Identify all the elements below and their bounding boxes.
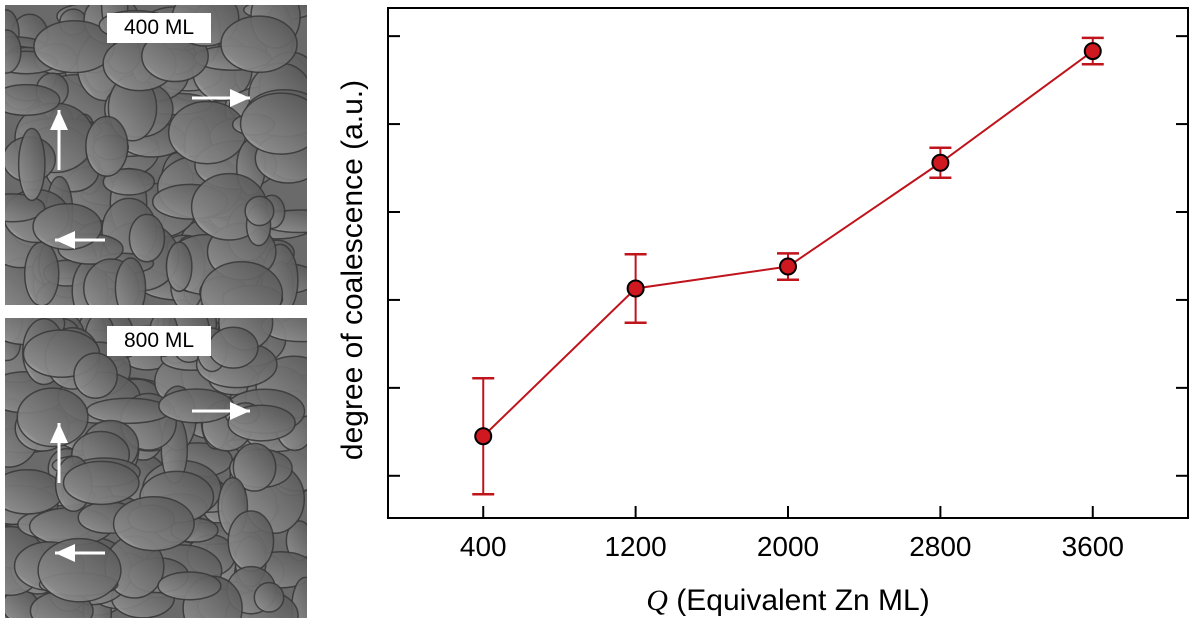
- arrow-head: [230, 402, 250, 420]
- grain: [112, 496, 195, 552]
- grain: [85, 115, 129, 177]
- grain: [253, 581, 285, 613]
- grain: [199, 260, 284, 305]
- grain: [128, 213, 166, 263]
- x-axis-label: Q (Equivalent Zn ML): [646, 584, 929, 617]
- x-tick-label: 400: [460, 531, 507, 562]
- data-point: [931, 153, 950, 172]
- micrograph-label: 400 ML: [107, 13, 211, 43]
- grain: [157, 571, 222, 601]
- grain: [5, 29, 22, 74]
- micrograph-400ml: 400 ML: [5, 5, 307, 305]
- grain: [5, 83, 61, 117]
- x-tick-label: 2000: [757, 531, 819, 562]
- x-axis-label-text: (Equivalent Zn ML): [676, 584, 929, 617]
- grain: [73, 352, 119, 400]
- grain: [239, 92, 307, 155]
- grain: [102, 167, 156, 196]
- micrograph-texture: [5, 318, 307, 618]
- arrow-head: [50, 423, 68, 443]
- arrow-head: [55, 544, 75, 562]
- grain: [232, 442, 277, 492]
- grain: [62, 460, 140, 506]
- arrow-head: [55, 231, 75, 249]
- data-point: [474, 427, 493, 446]
- grain: [17, 127, 46, 202]
- grain: [16, 387, 89, 448]
- series-line: [482, 50, 1094, 437]
- data-point: [1083, 42, 1102, 61]
- x-axis-symbol: Q: [646, 584, 668, 617]
- x-tick-label: 2800: [909, 531, 971, 562]
- x-tick-label: 1200: [604, 531, 666, 562]
- grain: [114, 257, 147, 305]
- x-tick-label: 3600: [1062, 531, 1124, 562]
- grain: [5, 193, 46, 223]
- grain: [165, 241, 193, 293]
- micrograph-800ml: 800 ML: [5, 318, 307, 618]
- data-point: [626, 279, 645, 298]
- y-axis-label: degree of coalescence (a.u.): [336, 80, 369, 460]
- grain: [227, 404, 296, 442]
- grain: [32, 203, 103, 251]
- micrograph-label: 800 ML: [107, 326, 211, 356]
- grain: [244, 195, 275, 227]
- data-point: [779, 257, 797, 276]
- arrow-head: [230, 89, 250, 107]
- grain: [220, 15, 298, 74]
- micrograph-texture: [5, 5, 307, 305]
- arrow-head: [50, 110, 68, 130]
